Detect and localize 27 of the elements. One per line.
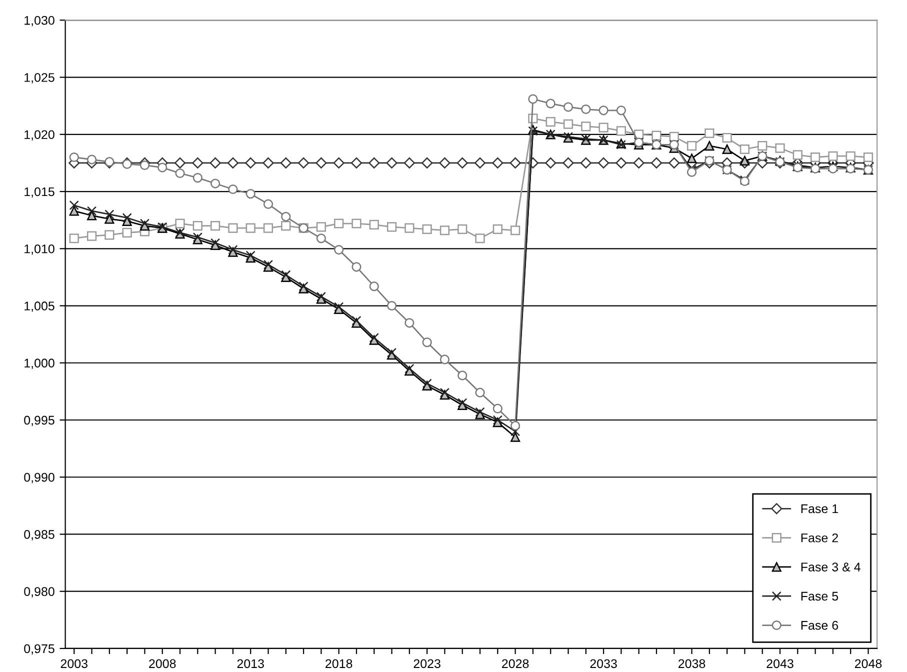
y-tick-label: 1,020: [24, 130, 54, 141]
y-tick-label: 1,025: [24, 73, 54, 84]
legend-label: Fase 3 & 4: [801, 562, 860, 572]
legend-label: Fase 2: [801, 533, 838, 542]
y-tick-label: 0,980: [24, 587, 54, 598]
y-tick-label: 1,010: [24, 244, 54, 255]
x-tick-label: 2003: [60, 659, 88, 668]
x-tick-label: 2048: [854, 659, 882, 668]
x-tick-label: 2008: [149, 659, 176, 668]
x-tick-label: 2038: [678, 659, 706, 668]
y-tick-label: 0,990: [24, 472, 54, 484]
x-tick-label: 2028: [502, 659, 529, 668]
y-tick-label: 1,000: [24, 358, 54, 370]
x-tick-label: 2033: [590, 659, 617, 668]
y-tick-label: 1,030: [24, 16, 54, 26]
x-tick-label: 2043: [766, 659, 794, 668]
x-tick-label: 2018: [326, 659, 352, 668]
x-tick-label: 2023: [414, 659, 440, 668]
y-tick-label: 0,985: [24, 530, 54, 540]
legend-label: Fase 5: [801, 592, 838, 601]
y-tick-label: 1,015: [24, 187, 54, 198]
legend-label: Fase 1: [801, 504, 838, 514]
y-tick-label: 0,975: [24, 644, 54, 655]
y-tick-label: 0,995: [24, 416, 54, 426]
x-tick-label: 2013: [237, 659, 264, 668]
y-tick-label: 1,005: [24, 302, 54, 312]
legend-label: Fase 6: [801, 620, 838, 630]
